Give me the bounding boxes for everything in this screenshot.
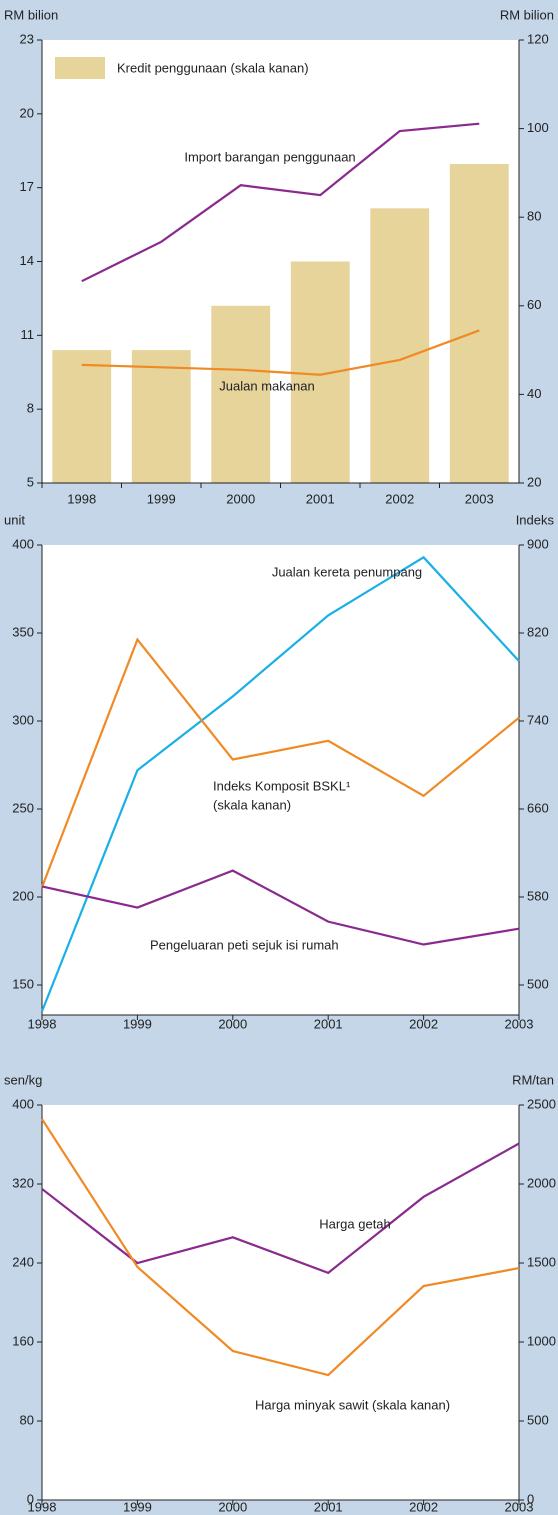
y2-axis-label: RM bilion	[500, 7, 554, 22]
series-label: Harga minyak sawit (skala kanan)	[255, 1397, 450, 1412]
series-label: Jualan makanan	[219, 378, 314, 393]
series-label: Import barangan penggunaan	[184, 149, 355, 164]
plot-area	[42, 40, 519, 483]
y2-tick-label: 0	[527, 1491, 534, 1506]
series-label: Indeks Komposit BSKL¹	[213, 778, 351, 793]
y-axis-label: unit	[4, 512, 25, 527]
y-tick-label: 11	[21, 327, 35, 342]
y2-tick-label: 500	[527, 976, 549, 991]
legend-swatch	[55, 57, 105, 79]
y-tick-label: 17	[20, 179, 34, 194]
line	[40, 637, 520, 888]
x-tick-label: 2001	[314, 1016, 343, 1031]
y2-axis-label: RM/tan	[512, 1072, 554, 1087]
y2-axis-label: Indeks	[516, 512, 555, 527]
y-tick-label: 160	[12, 1333, 34, 1348]
line	[41, 1118, 520, 1377]
y2-tick-label: 500	[527, 1412, 549, 1427]
y-tick-label: 400	[12, 536, 34, 551]
y2-tick-label: 740	[527, 712, 549, 727]
series-label: Pengeluaran peti sejuk isi rumah	[150, 937, 339, 952]
line	[41, 869, 520, 946]
y2-tick-label: 1000	[527, 1333, 556, 1348]
x-tick-label: 2001	[314, 1499, 343, 1514]
y2-tick-label: 660	[527, 800, 549, 815]
y2-tick-label: 120	[527, 31, 549, 46]
y-tick-label: 400	[12, 1096, 34, 1111]
y-tick-label: 14	[20, 253, 34, 268]
y-axis-label: RM bilion	[4, 7, 58, 22]
bar	[449, 164, 509, 484]
annotation: (skala kanan)	[213, 797, 291, 812]
series-label: Jualan kereta penumpang	[272, 564, 422, 579]
x-tick-label: 2003	[505, 1499, 534, 1514]
series-label: Harga getah	[319, 1216, 391, 1231]
x-tick-label: 1998	[28, 1016, 57, 1031]
line	[81, 122, 480, 283]
y2-tick-label: 100	[527, 120, 549, 135]
bar	[211, 305, 271, 483]
y-tick-label: 350	[12, 624, 34, 639]
plot-area	[42, 545, 519, 1015]
x-tick-label: 1999	[123, 1016, 152, 1031]
y2-tick-label: 20	[527, 474, 541, 489]
y2-tick-label: 40	[527, 386, 541, 401]
bar	[52, 350, 112, 483]
line	[81, 329, 480, 376]
plot-area	[42, 1105, 519, 1500]
x-tick-label: 1998	[28, 1499, 57, 1514]
y2-tick-label: 900	[527, 536, 549, 551]
y-tick-label: 5	[27, 474, 34, 489]
x-tick-label: 2001	[306, 491, 335, 506]
x-tick-label: 2003	[505, 1016, 534, 1031]
bar	[290, 261, 350, 483]
y2-tick-label: 2000	[527, 1175, 556, 1190]
y2-tick-label: 80	[527, 209, 541, 224]
y-tick-label: 8	[27, 401, 34, 416]
line	[40, 555, 520, 1012]
y2-tick-label: 60	[527, 297, 541, 312]
x-tick-label: 1998	[67, 491, 96, 506]
y-tick-label: 150	[12, 976, 34, 991]
x-tick-label: 2002	[409, 1499, 438, 1514]
bar	[370, 208, 430, 483]
bar	[131, 350, 191, 483]
y-tick-label: 0	[27, 1491, 34, 1506]
x-tick-label: 2000	[226, 491, 255, 506]
x-tick-label: 2000	[218, 1499, 247, 1514]
line	[41, 1142, 520, 1275]
y-tick-label: 250	[12, 800, 34, 815]
y2-tick-label: 820	[527, 624, 549, 639]
y2-tick-label: 580	[527, 888, 549, 903]
x-tick-label: 2002	[385, 491, 414, 506]
y-tick-label: 80	[20, 1412, 34, 1427]
y2-tick-label: 1500	[527, 1254, 556, 1269]
y-axis-label: sen/kg	[4, 1072, 42, 1087]
x-tick-label: 2002	[409, 1016, 438, 1031]
x-tick-label: 1999	[147, 491, 176, 506]
y-tick-label: 300	[12, 712, 34, 727]
x-tick-label: 1999	[123, 1499, 152, 1514]
y-tick-label: 23	[20, 31, 34, 46]
x-tick-label: 2000	[218, 1016, 247, 1031]
y2-tick-label: 2500	[527, 1096, 556, 1111]
x-tick-label: 2003	[465, 491, 494, 506]
y-tick-label: 240	[12, 1254, 34, 1269]
y-tick-label: 20	[20, 105, 34, 120]
y-tick-label: 200	[12, 888, 34, 903]
y-tick-label: 320	[12, 1175, 34, 1190]
legend-label: Kredit penggunaan (skala kanan)	[117, 60, 309, 75]
